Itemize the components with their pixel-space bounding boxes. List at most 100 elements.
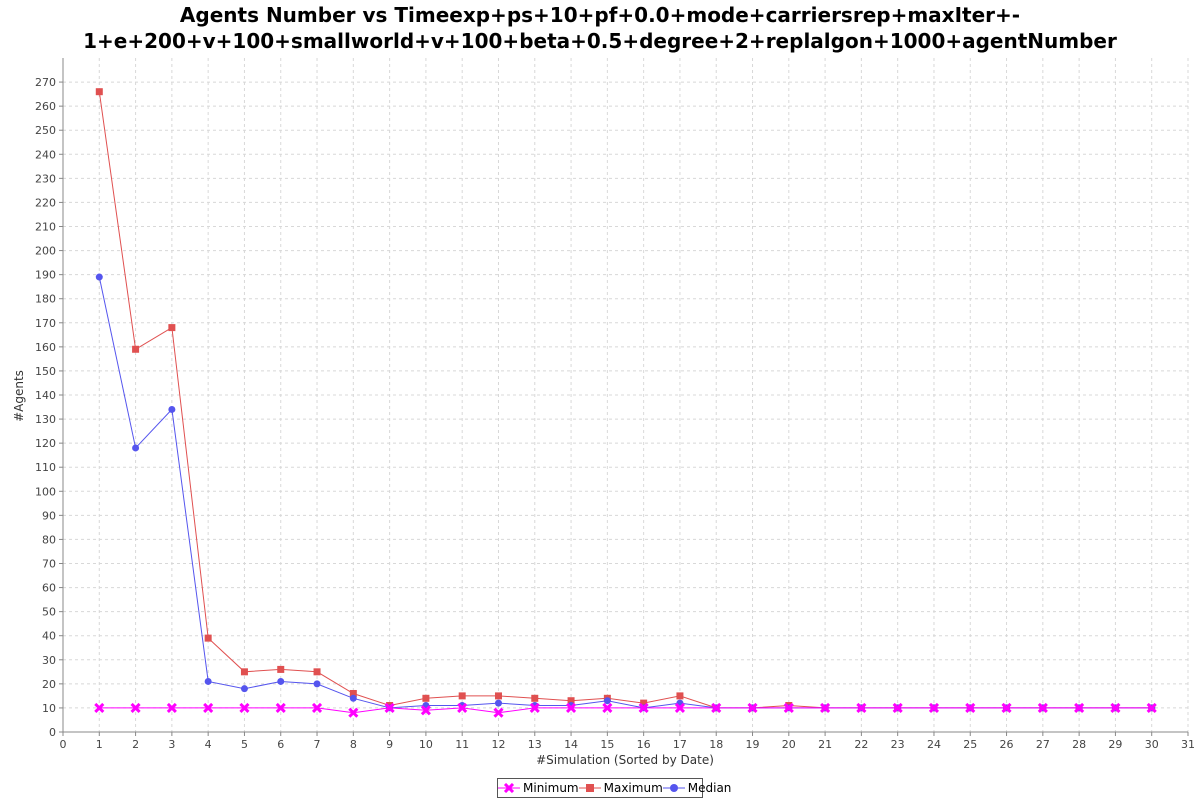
- y-tick-label: 30: [42, 654, 56, 667]
- data-point-maximum: [95, 88, 103, 96]
- y-tick-label: 0: [49, 726, 56, 739]
- x-tick-label: 22: [854, 738, 868, 751]
- data-point-minimum: [856, 702, 867, 713]
- legend: Minimum Maximum Median: [497, 778, 731, 798]
- data-point-maximum: [494, 692, 502, 700]
- x-tick-label: 13: [528, 738, 542, 751]
- data-point-minimum: [602, 702, 613, 713]
- data-point-minimum: [1146, 702, 1157, 713]
- x-tick-label: 27: [1036, 738, 1050, 751]
- x-tick-label: 3: [168, 738, 175, 751]
- data-point-minimum: [1110, 702, 1121, 713]
- data-point-median: [603, 697, 611, 705]
- y-tick-label: 240: [35, 148, 56, 161]
- x-tick-label: 24: [927, 738, 941, 751]
- data-point-minimum: [166, 702, 177, 713]
- data-point-median: [240, 685, 248, 693]
- data-point-maximum: [168, 324, 176, 332]
- data-point-minimum: [94, 702, 105, 713]
- data-point-maximum: [676, 692, 684, 700]
- data-point-minimum: [965, 702, 976, 713]
- data-point-minimum: [711, 702, 722, 713]
- data-point-median: [277, 677, 285, 685]
- data-point-maximum: [422, 694, 430, 702]
- y-axis-label: #Agents: [12, 370, 26, 422]
- chart-title-line-2: 1+e+200+v+100+smallworld+v+100+beta+0.5+…: [83, 29, 1117, 53]
- x-tick-label: 14: [564, 738, 578, 751]
- y-tick-label: 150: [35, 365, 56, 378]
- y-tick-label: 270: [35, 76, 56, 89]
- data-point-minimum: [130, 702, 141, 713]
- data-point-minimum: [457, 702, 468, 713]
- data-point-maximum: [277, 665, 285, 673]
- x-tick-label: 5: [241, 738, 248, 751]
- legend-maximum-swatch: [578, 784, 601, 792]
- y-tick-label: 100: [35, 485, 56, 498]
- data-point-minimum: [420, 705, 431, 716]
- legend-median-swatch: [662, 784, 685, 792]
- y-tick-label: 60: [42, 582, 56, 595]
- x-tick-label: 4: [205, 738, 212, 751]
- x-tick-label: 17: [673, 738, 687, 751]
- y-tick-label: 40: [42, 630, 56, 643]
- axes: 0 1 2 3 4 5 6 7 8 9 10 11 12 13 14 15 16 17 18 19 20 21 22 23 24…: [35, 58, 1195, 751]
- data-point-minimum: [348, 707, 359, 718]
- x-tick-label: 2: [132, 738, 139, 751]
- x-tick-label: 28: [1072, 738, 1086, 751]
- data-point-minimum: [674, 702, 685, 713]
- y-tick-label: 80: [42, 533, 56, 546]
- chart-title: Agents Number vs Timeexp+ps+10+pf+0.0+mo…: [0, 2, 1200, 54]
- x-tick-label: 15: [600, 738, 614, 751]
- y-tick-label: 130: [35, 413, 56, 426]
- x-tick-label: 6: [277, 738, 284, 751]
- data-point-minimum: [928, 702, 940, 713]
- data-point-minimum: [820, 702, 831, 713]
- y-tick-label: 180: [35, 293, 56, 306]
- legend-minimum-swatch: [498, 783, 520, 793]
- y-tick-label: 70: [42, 558, 56, 571]
- legend-item-minimum: Minimum: [498, 781, 579, 795]
- data-point-minimum: [1001, 702, 1012, 713]
- data-point-minimum: [203, 702, 214, 713]
- data-point-maximum: [349, 689, 357, 697]
- y-tick-label: 120: [35, 437, 56, 450]
- x-tick-label: 18: [709, 738, 723, 751]
- x-tick-label: 31: [1181, 738, 1195, 751]
- data-point-median: [204, 677, 212, 685]
- data-point-minimum: [239, 702, 250, 713]
- data-point-minimum: [493, 707, 504, 718]
- data-point-maximum: [204, 634, 212, 642]
- x-tick-label: 21: [818, 738, 832, 751]
- x-tick-label: 0: [60, 738, 67, 751]
- legend-item-maximum: Maximum: [578, 781, 663, 795]
- y-tick-label: 10: [42, 702, 56, 715]
- x-tick-label: 7: [314, 738, 321, 751]
- data-point-minimum: [275, 702, 286, 713]
- data-point-median: [95, 273, 103, 281]
- data-point-minimum: [892, 702, 903, 713]
- x-tick-label: 16: [637, 738, 651, 751]
- data-point-minimum: [529, 702, 540, 713]
- y-tick-label: 50: [42, 606, 56, 619]
- series-minimum-line: [99, 707, 1152, 714]
- x-tick-label: 25: [963, 738, 977, 751]
- data-point-median: [313, 680, 321, 688]
- y-tick-label: 140: [35, 389, 56, 402]
- data-point-maximum: [313, 668, 321, 676]
- legend-item-median: Median: [662, 781, 731, 795]
- x-tick-label: 10: [419, 738, 433, 751]
- data-point-median: [494, 699, 502, 707]
- x-tick-label: 9: [386, 738, 393, 751]
- data-point-maximum: [132, 345, 140, 353]
- x-tick-label: 8: [350, 738, 357, 751]
- data-point-minimum: [783, 702, 794, 713]
- grid: [63, 58, 1189, 732]
- y-tick-label: 230: [35, 172, 56, 185]
- x-tick-label: 20: [782, 738, 796, 751]
- x-tick-label: 26: [1000, 738, 1014, 751]
- data-point-minimum: [1074, 702, 1085, 713]
- data-point-median: [168, 405, 176, 413]
- y-tick-label: 260: [35, 100, 56, 113]
- y-tick-label: 250: [35, 124, 56, 137]
- y-tick-label: 200: [35, 245, 56, 258]
